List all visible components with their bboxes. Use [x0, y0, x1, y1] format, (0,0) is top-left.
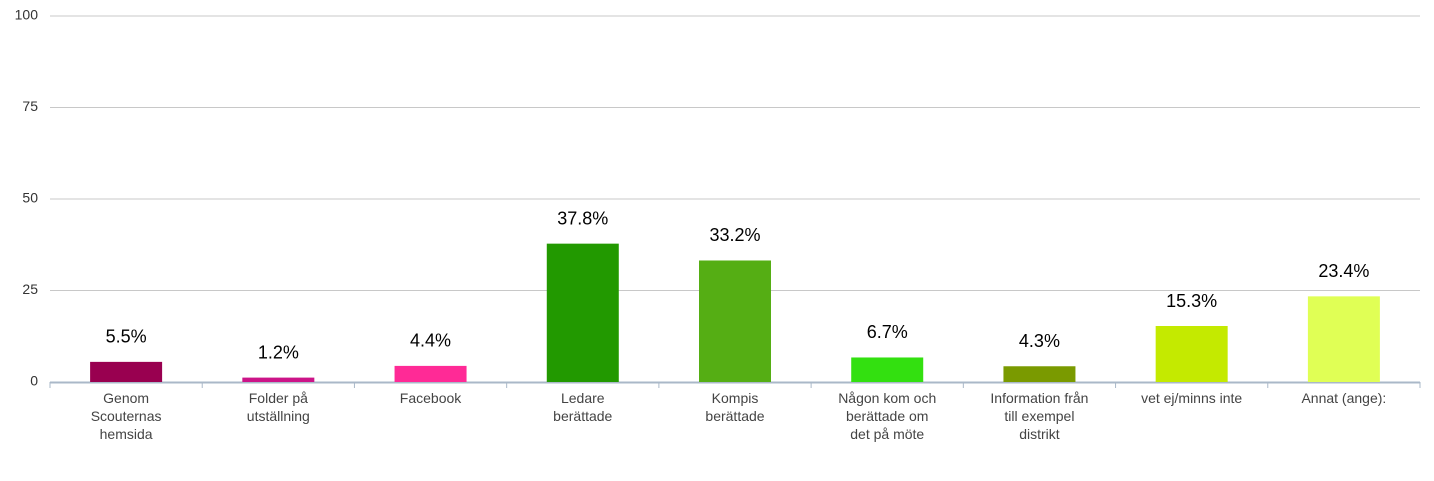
x-tick-label: Facebook	[399, 390, 462, 406]
x-tick-label: Ledare berättade	[553, 390, 613, 424]
x-tick-label: Kompis berättade	[705, 390, 765, 424]
value-label: 1.2%	[258, 342, 299, 362]
bar	[394, 365, 467, 382]
bar	[1155, 326, 1228, 382]
value-label: 5.5%	[106, 327, 147, 347]
value-label: 4.4%	[410, 331, 451, 351]
bar	[1003, 366, 1076, 382]
y-tick-label: 0	[30, 373, 38, 389]
value-label: 37.8%	[557, 208, 608, 228]
value-label: 23.4%	[1318, 261, 1369, 281]
bar	[90, 361, 163, 382]
x-tick-label: Genom Scouternas hemsida	[90, 390, 162, 442]
bar	[699, 260, 771, 382]
x-tick-label: Folder på utställning	[246, 390, 310, 424]
bar	[242, 377, 315, 382]
value-label: 4.3%	[1019, 331, 1060, 351]
x-tick-label: Information från till exempel distrikt	[990, 390, 1089, 442]
y-tick-label: 50	[22, 190, 38, 206]
y-tick-label: 75	[22, 98, 38, 114]
y-tick-label: 100	[15, 7, 39, 23]
bar	[546, 243, 619, 382]
y-tick-label: 25	[22, 281, 38, 297]
value-label: 6.7%	[867, 322, 908, 342]
bar	[1307, 296, 1380, 382]
value-label: 33.2%	[709, 225, 760, 245]
bar	[851, 357, 924, 382]
x-tick-label: vet ej/minns inte	[1141, 390, 1243, 406]
x-tick-label: Annat (ange):	[1301, 390, 1387, 406]
value-label: 15.3%	[1166, 291, 1217, 311]
x-tick-label: Någon kom och berättade om det på möte	[838, 390, 937, 442]
